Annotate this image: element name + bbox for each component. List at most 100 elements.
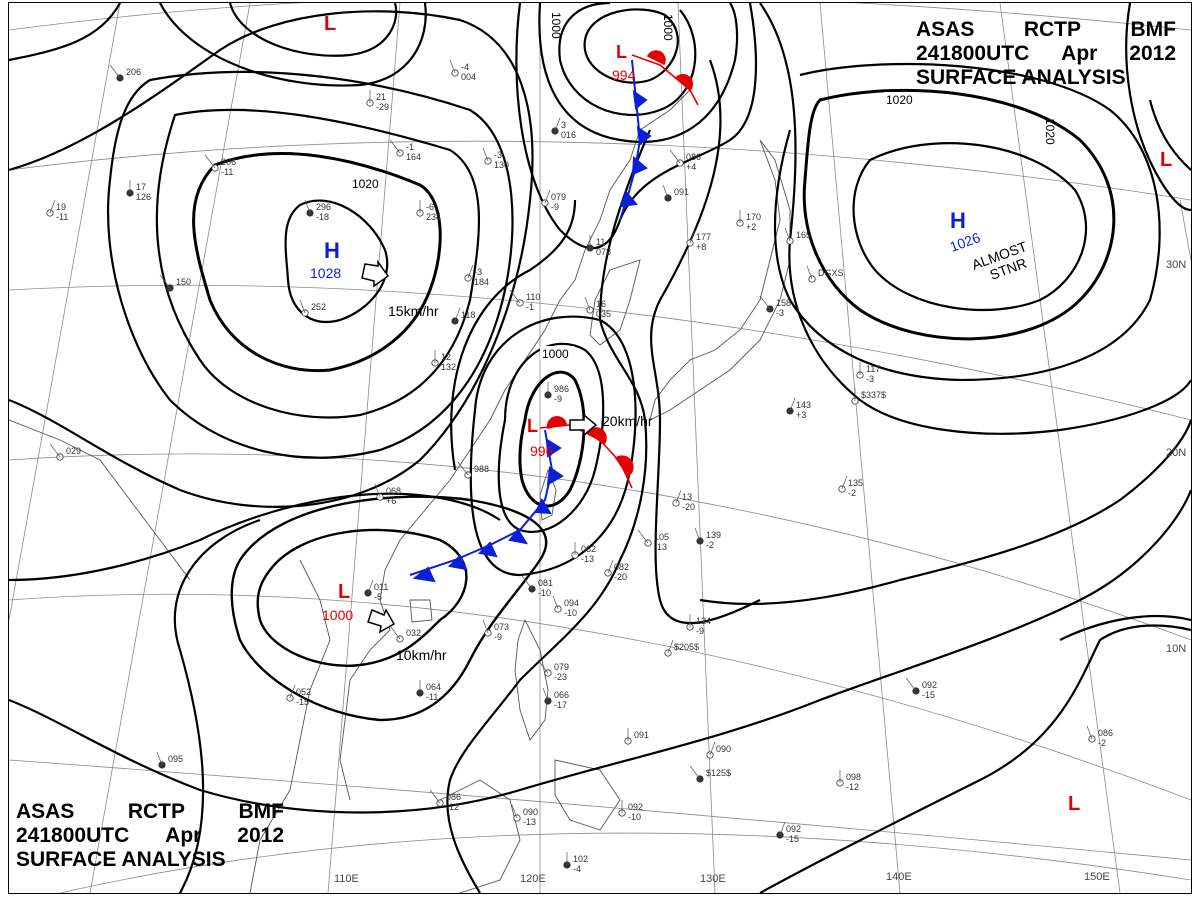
- station-value: 092: [628, 802, 643, 812]
- coastlines: [9, 89, 791, 893]
- meridian-110e: [327, 3, 401, 893]
- station-value: 177: [696, 232, 711, 242]
- title-year: 2012: [1129, 42, 1176, 65]
- station-wind-barb: [784, 227, 791, 242]
- station-value: 098: [846, 772, 861, 782]
- station-wind-barb: [429, 789, 441, 804]
- warm-front-north-semi-2: [674, 74, 693, 92]
- station-value: 091: [634, 730, 649, 740]
- station-plot: 150: [159, 274, 191, 292]
- station-plot: 988: [457, 461, 489, 479]
- title-agency: ASAS: [916, 18, 975, 41]
- station-plot: $205$: [664, 639, 699, 657]
- station-tendency: +8: [696, 242, 706, 252]
- cold-front-south-tri-4: [508, 528, 529, 545]
- station-plot: 139-2: [694, 527, 721, 550]
- station-tendency: 004: [461, 72, 476, 82]
- station-plot: 143+3: [786, 397, 811, 420]
- station-plot: 092-15: [905, 677, 937, 700]
- station-wind-barb: [511, 804, 518, 819]
- station-value: 139: [706, 530, 721, 540]
- coast-japan: [649, 139, 791, 421]
- station-tendency: -10: [564, 608, 577, 618]
- station-plot: 086+4: [669, 149, 701, 172]
- isobar-label-1020-left: 1020: [352, 177, 379, 191]
- speed-label-15: 15km/hr: [388, 303, 439, 319]
- station-tendency: -12: [446, 802, 459, 812]
- station-tendency: -15: [296, 697, 309, 707]
- station-plot: 102-4: [563, 852, 588, 874]
- station-plot: 092-15: [776, 821, 801, 844]
- station-value: 052: [296, 687, 311, 697]
- station-wind-barb: [454, 307, 461, 322]
- meridian-90e: [9, 3, 121, 621]
- cold-front-south-tri-5: [477, 541, 498, 558]
- station-tendency: 164: [406, 152, 421, 162]
- station-tendency: +4: [686, 162, 696, 172]
- coast-mindanao: [554, 759, 621, 831]
- station-plot: 073-9: [482, 619, 509, 642]
- station-value: 064: [426, 682, 441, 692]
- low-symbol-right: L: [1160, 149, 1172, 171]
- isobar-south-east-curve2: [1059, 614, 1191, 641]
- station-wind-barb: [675, 489, 682, 504]
- station-value: 135: [848, 478, 863, 488]
- station-value: 081: [538, 578, 553, 588]
- station-wind-barb: [662, 184, 669, 199]
- station-value: 086: [446, 792, 461, 802]
- movement-arrows: [361, 259, 598, 634]
- station-value: -3: [494, 150, 502, 160]
- station-value: 079: [551, 192, 566, 202]
- isobar-l994-2: [558, 3, 697, 116]
- low-value-994: 994: [612, 67, 636, 83]
- station-wind-barb: [204, 154, 216, 169]
- station-wind-barb: [806, 265, 813, 280]
- meridian-130e: [677, 3, 716, 893]
- title-year-bottom: 2012: [237, 824, 284, 847]
- station-plot: 206: [109, 64, 141, 82]
- station-tendency: 016: [561, 130, 576, 140]
- coast-indochina: [249, 559, 331, 893]
- warm-fronts: [539, 50, 699, 489]
- station-value: 090: [716, 744, 731, 754]
- station-tendency: -15: [922, 690, 935, 700]
- lat-label-30n: 30N: [1166, 259, 1186, 271]
- isobar-right-corner-low2: [1148, 99, 1191, 171]
- isobar-l1000-south: [256, 528, 468, 667]
- title-agency-bottom: ASAS: [16, 800, 75, 823]
- station-wind-barb: [49, 199, 56, 214]
- station-plot: 086-2: [1086, 725, 1113, 748]
- station-wind-barb: [759, 295, 771, 310]
- station-tendency: -20: [682, 502, 695, 512]
- station-value: 095: [168, 754, 183, 764]
- station-tendency: -3: [776, 308, 784, 318]
- station-wind-barb: [289, 684, 296, 699]
- warm-front-south-semi-1: [546, 415, 567, 429]
- station-tendency: -11: [56, 212, 68, 222]
- station-value: -1: [406, 142, 414, 152]
- grid-labels: 110E 120E 130E 140E 150E 30N 20N 10N: [334, 259, 1186, 885]
- cold-front-south-tri-6: [447, 554, 468, 571]
- coast-china-east: [339, 89, 691, 801]
- station-value: 206: [221, 157, 236, 167]
- low-symbol-southeast: L: [1068, 793, 1080, 815]
- isobar-l996-inner: [518, 370, 586, 508]
- station-plot: $337$: [851, 388, 886, 405]
- station-plot: 19-11: [46, 199, 68, 222]
- station-value: 029: [66, 446, 81, 456]
- station-value: 110: [526, 292, 540, 302]
- speed-label-20: 20km/hr: [602, 413, 653, 429]
- meridian-100e: [89, 3, 251, 893]
- station-value: 094: [564, 598, 579, 608]
- isobar-l996-4: [450, 199, 577, 471]
- station-plot: 011-5: [364, 579, 388, 602]
- lon-label-140e: 140E: [886, 871, 912, 883]
- isobar-right-corner-low: [1125, 3, 1191, 212]
- station-value: 062: [581, 544, 596, 554]
- station-wind-barb: [304, 199, 311, 214]
- station-wind-barb: [156, 751, 163, 766]
